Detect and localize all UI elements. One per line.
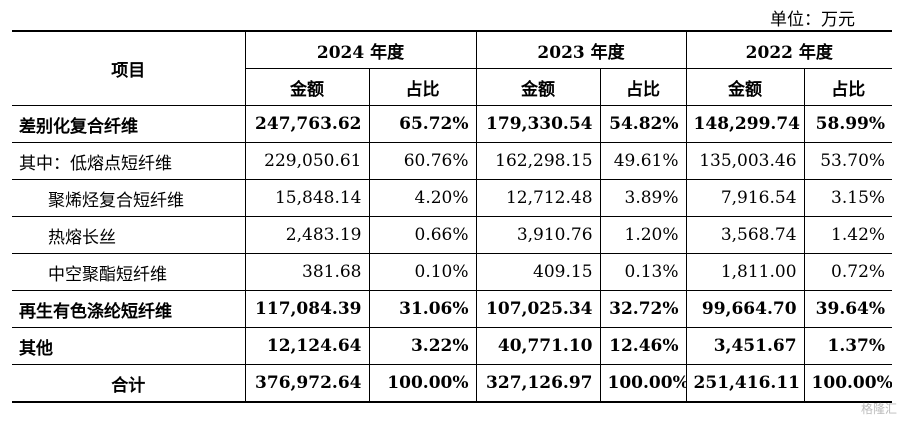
amount-cell: 12,124.64 [244, 327, 370, 365]
share-cell: 3.89% [599, 179, 687, 217]
table-body: 差别化复合纤维 247,763.62 65.72% 179,330.54 54.82% 1… [12, 105, 893, 403]
header-row-years: 项目 2024 年度 2023 年度 2022 年度 [12, 30, 893, 106]
amount-cell: 251,416.11 [685, 364, 805, 403]
table-row: 聚烯烃复合短纤维 15,848.14 4.20% 12,712.48 3.89% 7,91… [12, 179, 893, 217]
share-cell: 65.72% [368, 105, 477, 143]
header-row-metrics: 金额 占比 金额 占比 金额 占比 [12, 68, 893, 106]
amount-cell: 3,568.74 [685, 216, 805, 254]
amount-cell: 409.15 [475, 253, 601, 291]
header-year: 2024 年度 [244, 30, 477, 69]
header-item: 项目 [12, 30, 246, 106]
share-cell: 60.76% [368, 142, 477, 180]
revenue-table: 项目 2024 年度 2023 年度 2022 年度 金额 占比 金额 占比 金… [12, 30, 893, 403]
amount-cell: 1,811.00 [685, 253, 805, 291]
share-cell: 1.42% [803, 216, 893, 254]
row-label: 其中：低熔点短纤维 [12, 142, 246, 180]
amount-cell: 3,451.67 [685, 327, 805, 365]
row-label: 差别化复合纤维 [12, 105, 246, 143]
row-label: 合计 [12, 364, 246, 403]
header-amount: 金额 [245, 68, 370, 106]
header-share: 占比 [803, 68, 893, 106]
amount-cell: 7,916.54 [685, 179, 805, 217]
share-cell: 0.72% [803, 253, 893, 291]
share-cell: 0.13% [599, 253, 687, 291]
amount-cell: 148,299.74 [685, 105, 805, 143]
row-label: 热熔长丝 [12, 216, 246, 254]
amount-cell: 99,664.70 [685, 290, 805, 328]
row-label: 其他 [12, 327, 246, 365]
share-cell: 1.37% [803, 327, 893, 365]
amount-cell: 162,298.15 [475, 142, 601, 180]
table-row: 其中：低熔点短纤维 229,050.61 60.76% 162,298.15 49.61… [12, 142, 893, 180]
share-cell: 3.15% [803, 179, 893, 217]
amount-cell: 117,084.39 [244, 290, 370, 328]
table-row: 其他 12,124.64 3.22% 40,771.10 12.46% 3,451.67 1… [12, 327, 893, 365]
row-label: 中空聚酯短纤维 [12, 253, 246, 291]
amount-cell: 107,025.34 [475, 290, 601, 328]
unit-label: 单位：万元 [770, 10, 855, 30]
amount-cell: 381.68 [244, 253, 370, 291]
share-cell: 4.20% [368, 179, 477, 217]
table-row: 再生有色涤纶短纤维 117,084.39 31.06% 107,025.34 32.72… [12, 290, 893, 328]
amount-cell: 12,712.48 [475, 179, 601, 217]
row-label: 再生有色涤纶短纤维 [12, 290, 246, 328]
header-amount: 金额 [685, 68, 805, 106]
share-cell: 100.00% [599, 364, 687, 403]
share-cell: 49.61% [599, 142, 687, 180]
share-cell: 3.22% [368, 327, 477, 365]
amount-cell: 327,126.97 [475, 364, 601, 403]
table-row: 中空聚酯短纤维 381.68 0.10% 409.15 0.13% 1,811.00 0.7… [12, 253, 893, 291]
share-cell: 100.00% [803, 364, 893, 403]
share-cell: 1.20% [599, 216, 687, 254]
share-cell: 54.82% [599, 105, 687, 143]
amount-cell: 135,003.46 [685, 142, 805, 180]
header-amount: 金额 [475, 68, 601, 106]
row-label: 聚烯烃复合短纤维 [12, 179, 246, 217]
share-cell: 31.06% [368, 290, 477, 328]
header-share: 占比 [368, 68, 477, 106]
share-cell: 32.72% [599, 290, 687, 328]
amount-cell: 15,848.14 [244, 179, 370, 217]
amount-cell: 40,771.10 [475, 327, 601, 365]
amount-cell: 247,763.62 [244, 105, 370, 143]
table-row: 热熔长丝 2,483.19 0.66% 3,910.76 1.20% 3,568.74 1.… [12, 216, 893, 254]
share-cell: 0.10% [368, 253, 477, 291]
share-cell: 53.70% [803, 142, 893, 180]
share-cell: 0.66% [368, 216, 477, 254]
amount-cell: 3,910.76 [475, 216, 601, 254]
share-cell: 100.00% [368, 364, 477, 403]
header-year: 2022 年度 [685, 30, 893, 69]
amount-cell: 376,972.64 [244, 364, 370, 403]
share-cell: 58.99% [803, 105, 893, 143]
table-row: 合计 376,972.64 100.00% 327,126.97 100.00% 251,… [12, 364, 893, 403]
amount-cell: 2,483.19 [244, 216, 370, 254]
table-row: 差别化复合纤维 247,763.62 65.72% 179,330.54 54.82% 1… [12, 105, 893, 143]
share-cell: 39.64% [803, 290, 893, 328]
header-share: 占比 [599, 68, 687, 106]
share-cell: 12.46% [599, 327, 687, 365]
amount-cell: 229,050.61 [244, 142, 370, 180]
header-year: 2023 年度 [475, 30, 687, 69]
amount-cell: 179,330.54 [475, 105, 601, 143]
watermark: 格隆汇 [860, 402, 897, 416]
